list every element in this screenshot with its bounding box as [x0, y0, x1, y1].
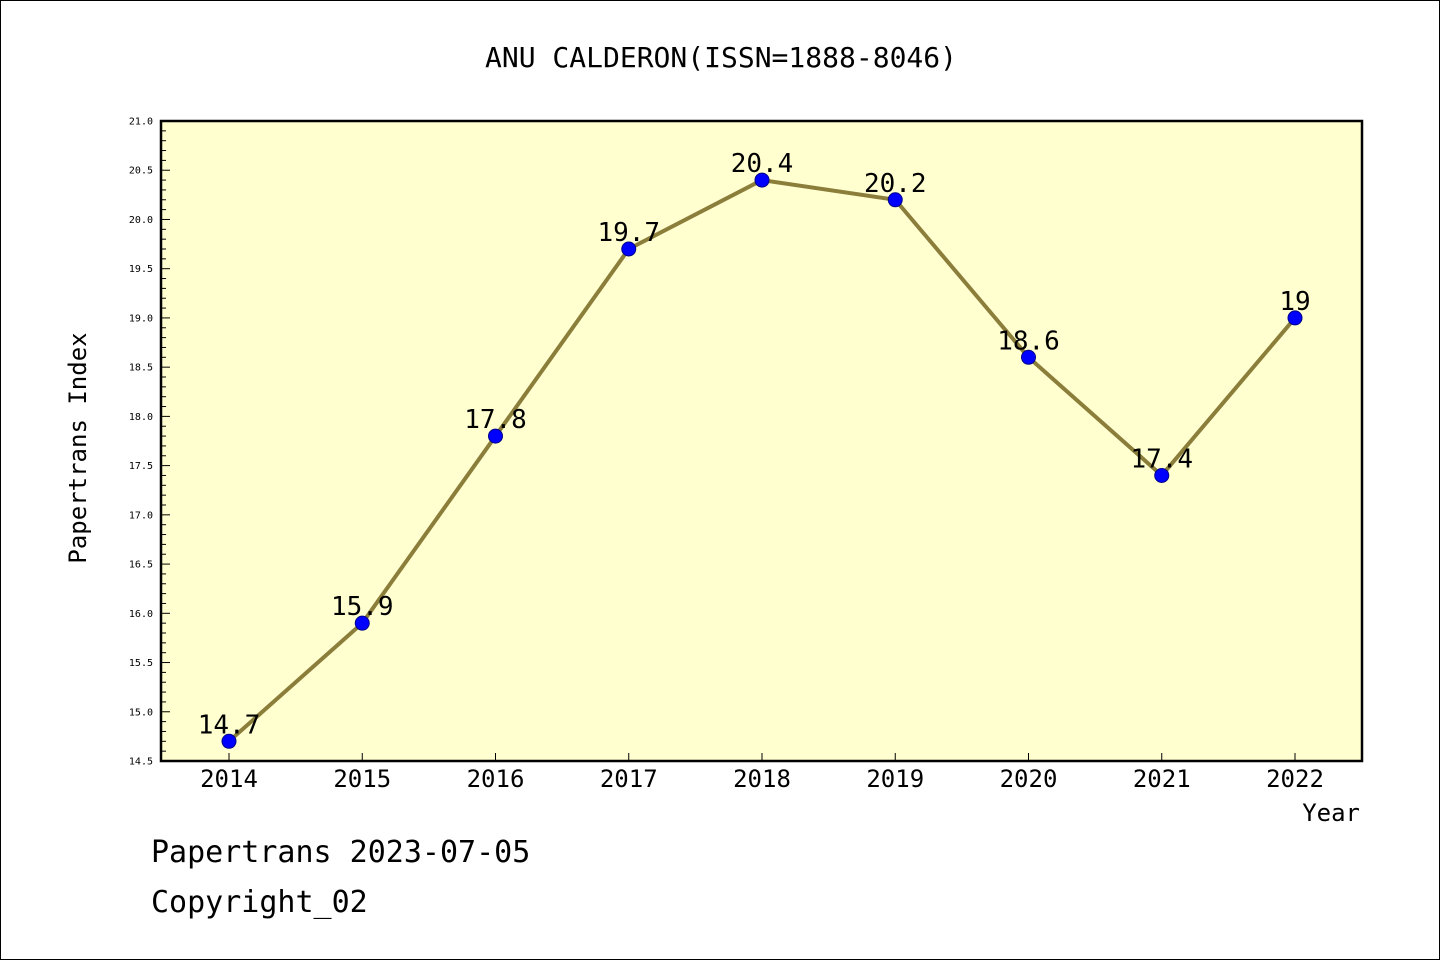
y-tick-label: 17.5 — [129, 461, 153, 472]
data-label: 18.6 — [997, 326, 1060, 356]
x-tick-label: 2021 — [1133, 765, 1191, 793]
data-label: 20.2 — [864, 169, 927, 199]
data-label: 17.4 — [1130, 444, 1193, 474]
y-tick-label: 20.0 — [129, 215, 153, 226]
x-tick-label: 2018 — [733, 765, 791, 793]
data-label: 14.7 — [198, 710, 261, 740]
x-tick-label: 2015 — [333, 765, 391, 793]
x-tick-label: 2019 — [866, 765, 924, 793]
y-tick-label: 20.5 — [129, 166, 153, 177]
y-tick-label: 15.0 — [129, 707, 153, 718]
y-tick-label: 15.5 — [129, 658, 153, 669]
data-point — [1287, 310, 1303, 326]
x-tick-label: 2014 — [200, 765, 258, 793]
plot-area — [159, 119, 1364, 763]
y-tick-label: 18.0 — [129, 412, 153, 423]
x-axis: 2014 2015 2016 2017 2018 2019 2020 2021 2022 — [200, 753, 1324, 793]
y-tick-label: 21.0 — [129, 117, 153, 128]
data-point — [1021, 349, 1036, 365]
data-point — [621, 241, 637, 257]
data-label: 19 — [1279, 287, 1310, 317]
y-tick-label: 14.5 — [129, 757, 153, 768]
footer-copyright-line: Copyright_02 — [151, 885, 368, 920]
data-label: 19.7 — [597, 218, 660, 248]
x-tick-label: 2022 — [1266, 765, 1324, 793]
data-label: 20.4 — [731, 149, 794, 179]
data-point — [887, 192, 903, 208]
data-point — [354, 615, 370, 631]
data-point — [1154, 467, 1170, 483]
x-tick-label: 2016 — [467, 765, 525, 793]
data-label: 17.8 — [464, 405, 527, 435]
y-axis: 14.5 15.0 15.5 16.0 16.5 17.0 17.5 18.0 18.5 19.0… — [129, 117, 170, 768]
y-tick-label: 18.5 — [129, 363, 153, 374]
y-tick-label: 16.0 — [129, 609, 153, 620]
series-layer: 14.7 15.9 17.8 19.7 20.4 20.2 18.6 17.4 19 — [198, 149, 1311, 749]
footer-date-line: Papertrans 2023-07-05 — [151, 835, 531, 870]
data-point — [488, 428, 503, 444]
x-tick-label: 2020 — [1000, 765, 1058, 793]
y-tick-label: 17.0 — [129, 510, 153, 521]
chart-title: ANU CALDERON(ISSN=1888-8046) — [485, 41, 957, 74]
y-tick-label: 16.5 — [129, 560, 153, 571]
data-point — [221, 733, 237, 749]
x-tick-label: 2017 — [600, 765, 658, 793]
y-tick-label: 19.0 — [129, 313, 153, 324]
data-label: 15.9 — [331, 592, 394, 622]
y-axis-label: Papertrans Index — [64, 332, 92, 563]
y-tick-label: 19.5 — [129, 264, 153, 275]
data-point — [754, 172, 770, 188]
x-axis-label: Year — [1302, 799, 1360, 827]
